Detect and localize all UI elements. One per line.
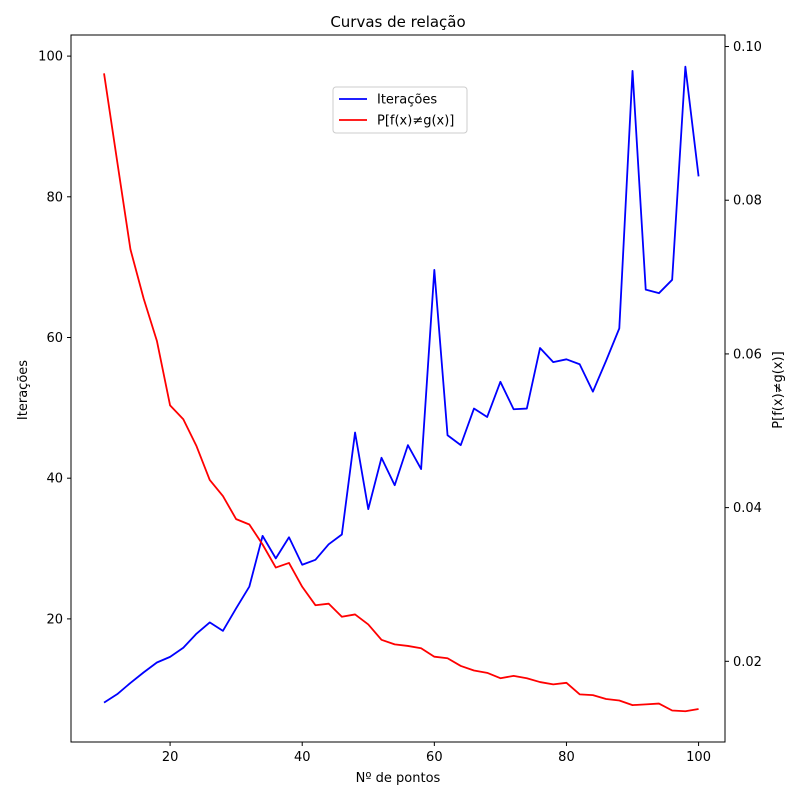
x-axis-label: Nº de pontos bbox=[356, 771, 441, 786]
series-line-iterations bbox=[103, 65, 700, 704]
legend-label: Iterações bbox=[377, 93, 437, 108]
x-tick-label: 20 bbox=[162, 750, 179, 765]
y-left-tick-label: 40 bbox=[46, 472, 63, 487]
series-layer bbox=[103, 65, 700, 713]
y-right-tick-label: 0.02 bbox=[733, 655, 762, 670]
y-left-axis-label: Iterações bbox=[16, 360, 31, 420]
x-tick-label: 100 bbox=[686, 750, 711, 765]
series-line-probability bbox=[103, 73, 699, 713]
x-tick-label: 40 bbox=[294, 750, 311, 765]
y-right-tick-label: 0.04 bbox=[733, 501, 762, 516]
chart-title: Curvas de relação bbox=[330, 13, 465, 31]
y-right-axis-label: P[f(x)≠g(x)] bbox=[771, 351, 786, 428]
y-left-tick-label: 100 bbox=[38, 50, 63, 65]
x-axis-ticks: 20 40 60 80 100 bbox=[162, 742, 711, 765]
y-right-tick-label: 0.08 bbox=[733, 194, 762, 209]
x-tick-label: 80 bbox=[558, 750, 575, 765]
y-left-tick-label: 20 bbox=[46, 612, 63, 627]
plot-area-border bbox=[70, 34, 726, 743]
y-left-tick-label: 60 bbox=[46, 331, 63, 346]
y-right-tick-label: 0.10 bbox=[733, 40, 762, 55]
y-left-tick-label: 80 bbox=[46, 190, 63, 205]
y-right-tick-label: 0.06 bbox=[733, 347, 762, 362]
y-left-axis-ticks: 20 40 60 80 100 bbox=[38, 50, 71, 627]
x-tick-label: 60 bbox=[426, 750, 443, 765]
legend: Iterações P[f(x)≠g(x)] bbox=[332, 86, 468, 134]
y-right-axis-ticks: 0.02 0.04 0.06 0.08 0.10 bbox=[725, 40, 762, 670]
plot-frame bbox=[70, 34, 726, 743]
legend-label: P[f(x)≠g(x)] bbox=[377, 114, 454, 129]
